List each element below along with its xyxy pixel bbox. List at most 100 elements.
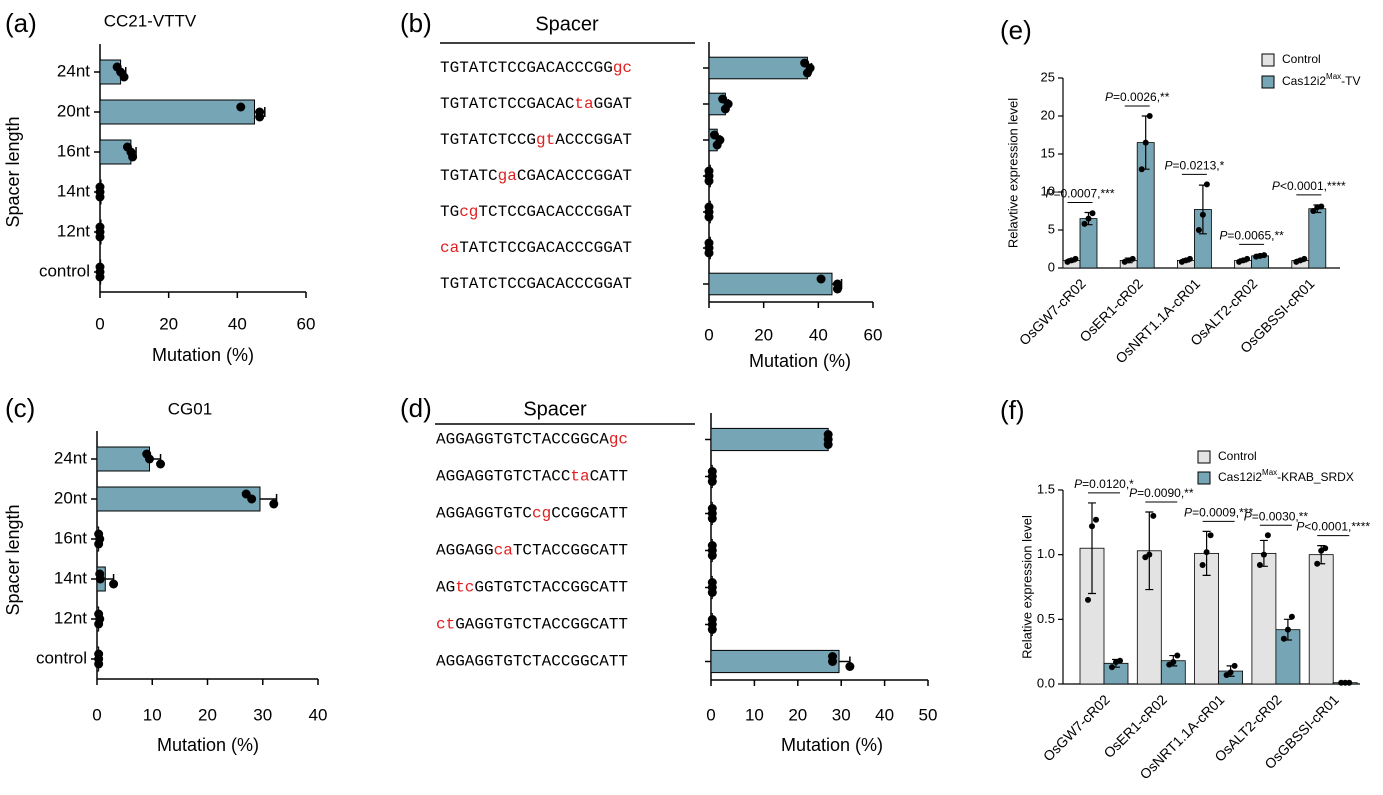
spacer-sequence: TGTATCTCCGgtACCCGGAT	[440, 131, 632, 149]
x-tick-label: 30	[832, 705, 851, 724]
p-value: P=0.0030,**	[1244, 509, 1309, 523]
replicate-dot	[1260, 551, 1267, 558]
panel-label: (d)	[400, 393, 432, 423]
replicate-dot	[802, 68, 812, 78]
replicate-dot	[1264, 532, 1271, 539]
x-tick-label: 50	[919, 705, 938, 724]
error-bar	[1145, 511, 1154, 591]
bar	[1308, 554, 1334, 685]
replicate-dot	[1129, 255, 1136, 262]
legend-label: Control	[1282, 52, 1321, 66]
p-value: P=0.0090,**	[1129, 486, 1194, 500]
legend-label: Cas12i2Max-TV	[1282, 72, 1361, 88]
legend-swatch	[1261, 53, 1275, 67]
replicate-dot	[707, 514, 717, 523]
spacer-sequence: AGGAGGTGTCTACCGGCATT	[436, 653, 628, 671]
replicate-dot	[1199, 211, 1206, 218]
replicate-dot	[845, 662, 855, 671]
panel-label: (a)	[5, 8, 37, 38]
replicate-dot	[1301, 255, 1308, 262]
x-tick-label: 40	[309, 705, 328, 724]
replicate-dot	[1085, 596, 1091, 603]
panel-label: (b)	[400, 8, 432, 38]
legend-label: Cas12i2Max-KRAB_SRDX	[1218, 468, 1354, 484]
replicate-dot	[1089, 210, 1096, 217]
replicate-dot	[94, 619, 104, 629]
bar	[1308, 208, 1327, 269]
replicate-dot	[704, 212, 714, 222]
replicate-dot	[144, 454, 154, 464]
legend-swatch	[1197, 471, 1211, 485]
y-tick-label: 0.5	[1037, 611, 1055, 626]
p-value: P<0.0001,****	[1272, 179, 1346, 193]
replicate-dot	[1256, 562, 1263, 569]
replicate-dot	[1207, 532, 1214, 539]
replicate-dot	[707, 588, 717, 597]
x-axis-label: Mutation (%)	[152, 345, 254, 365]
spacer-sequence: TGcgTCTCCGACACCCGGAT	[440, 203, 632, 221]
replicate-dot	[828, 657, 838, 666]
replicate-dot	[707, 625, 717, 634]
x-tick-label: 40	[875, 705, 894, 724]
bar	[710, 649, 840, 674]
y-tick-label: 24nt	[54, 448, 87, 467]
chart-title: CG01	[168, 399, 212, 418]
y-tick-label: 20	[1041, 107, 1055, 122]
spacer-sequence: TGTATCgaCGACACCCGGAT	[440, 167, 632, 185]
replicate-dot	[707, 551, 717, 560]
x-tick-label: 10	[745, 705, 764, 724]
x-tick-label: 40	[228, 314, 247, 333]
replicate-dot	[94, 539, 104, 549]
replicate-dot	[704, 248, 714, 258]
y-tick-label: 16nt	[54, 528, 87, 547]
x-tick-label: 20	[754, 325, 773, 344]
replicate-dot	[109, 579, 119, 589]
replicate-dot	[720, 104, 730, 114]
spacer-sequence: AGGAGGTGTCTACCtaCATT	[436, 468, 628, 486]
x-tick-label: 0	[704, 325, 713, 344]
replicate-dot	[1146, 551, 1153, 558]
x-tick-label: 0	[706, 705, 715, 724]
y-tick-label: 12nt	[54, 608, 87, 627]
replicate-dot	[247, 494, 257, 504]
y-tick-label: 16nt	[57, 141, 90, 160]
replicate-dot	[1089, 523, 1095, 530]
p-value: P=0.0009,***	[1184, 506, 1253, 520]
replicate-dot	[94, 659, 104, 669]
replicate-dot	[1150, 512, 1157, 519]
replicate-dot	[704, 176, 714, 186]
replicate-dot	[1280, 635, 1287, 642]
y-axis-label: Relavtive expression level	[1005, 98, 1020, 248]
spacer-sequence: TGTATCTCCGACACtaGGAT	[440, 95, 632, 113]
replicate-dot	[1081, 220, 1088, 227]
bar	[96, 446, 150, 472]
y-axis-label: Relative expression level	[1019, 515, 1034, 659]
x-tick-label: 20	[159, 314, 178, 333]
replicate-dot	[1093, 516, 1099, 523]
p-value: P=0.0026,**	[1105, 90, 1170, 104]
replicate-dot	[269, 499, 279, 509]
x-axis-label: Mutation (%)	[157, 735, 259, 755]
bar	[708, 272, 833, 296]
replicate-dot	[1085, 215, 1092, 222]
replicate-dot	[1318, 203, 1325, 210]
y-tick-label: 15	[1041, 145, 1055, 160]
spacer-sequence: caTATCTCCGACACCCGGAT	[440, 239, 632, 257]
replicate-dot	[1288, 613, 1295, 620]
x-tick-label: 40	[809, 325, 828, 344]
replicate-dot	[95, 272, 105, 282]
replicate-dot	[1199, 562, 1206, 569]
replicate-dot	[1142, 139, 1149, 146]
y-tick-label: 24nt	[57, 61, 90, 80]
legend-swatch	[1261, 75, 1275, 89]
bar	[96, 486, 261, 512]
x-axis-label: Mutation (%)	[749, 351, 851, 371]
replicate-dot	[1186, 255, 1193, 262]
replicate-dot	[1261, 252, 1268, 259]
replicate-dot	[1346, 679, 1353, 686]
y-tick-label: 14nt	[57, 181, 90, 200]
replicate-dot	[1138, 166, 1145, 173]
x-tick-label: 20	[198, 705, 217, 724]
x-tick-label: 0	[92, 705, 101, 724]
bar	[1251, 552, 1277, 685]
